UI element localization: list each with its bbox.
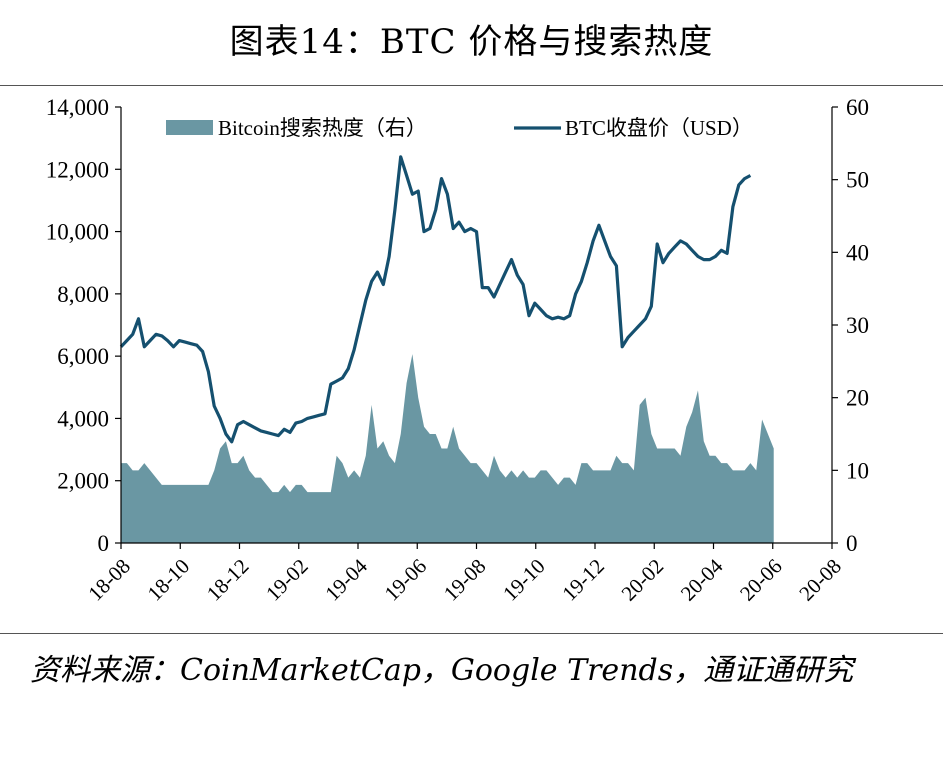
x-tick-label: 20-04 [676,554,728,606]
y-right-tick-label: 60 [846,95,869,120]
y-left-tick-label: 4,000 [57,406,109,431]
x-tick-label: 19-12 [557,554,609,606]
y-right-tick-label: 10 [846,458,869,483]
btc-price-line [119,155,752,444]
x-tick-label: 19-02 [261,554,313,606]
legend-area-label: Bitcoin搜索热度（右） [218,116,427,140]
y-left-tick-label: 8,000 [57,282,109,307]
y-left-tick-label: 2,000 [57,469,109,494]
y-left-tick-label: 14,000 [46,95,109,120]
x-tick-label: 20-02 [617,554,669,606]
legend: Bitcoin搜索热度（右） BTC收盘价（USD） [166,116,753,140]
y-left-tick-label: 0 [98,531,110,556]
legend-line-label: BTC收盘价（USD） [565,116,753,140]
x-tick-label: 18-08 [83,554,135,606]
y-right-tick-label: 50 [846,168,869,193]
y-right-tick-label: 0 [846,531,858,556]
x-tick-label: 18-10 [143,554,195,606]
x-tick-label: 18-12 [202,554,254,606]
x-tick-label: 19-04 [320,554,372,606]
source-note: 资料来源：CoinMarketCap，Google Trends，通证通研究 [30,653,854,688]
top-divider [0,85,943,86]
x-tick-label: 19-10 [498,554,550,606]
x-tick-label: 19-08 [439,554,491,606]
y-left-tick-label: 6,000 [57,344,109,369]
x-tick-label: 20-06 [735,554,787,606]
x-tick-label: 19-06 [380,554,432,606]
y-right-tick-label: 30 [846,313,869,338]
y-left-tick-label: 10,000 [46,220,109,245]
y-left-tick-label: 12,000 [46,157,109,182]
y-right-tick-label: 20 [846,386,869,411]
y-right-tick-label: 40 [846,240,869,265]
chart-area: 0 2,000 4,000 6,000 8,000 10,000 12,000 14,000 0… [46,95,869,606]
bottom-divider [0,633,943,634]
legend-area-swatch [166,120,213,135]
chart-title: 图表14：BTC 价格与搜索热度 [229,22,714,62]
line-layer [119,155,752,444]
area-layer [121,354,774,543]
search-interest-area [121,354,774,543]
x-tick-label: 20-08 [794,554,846,606]
